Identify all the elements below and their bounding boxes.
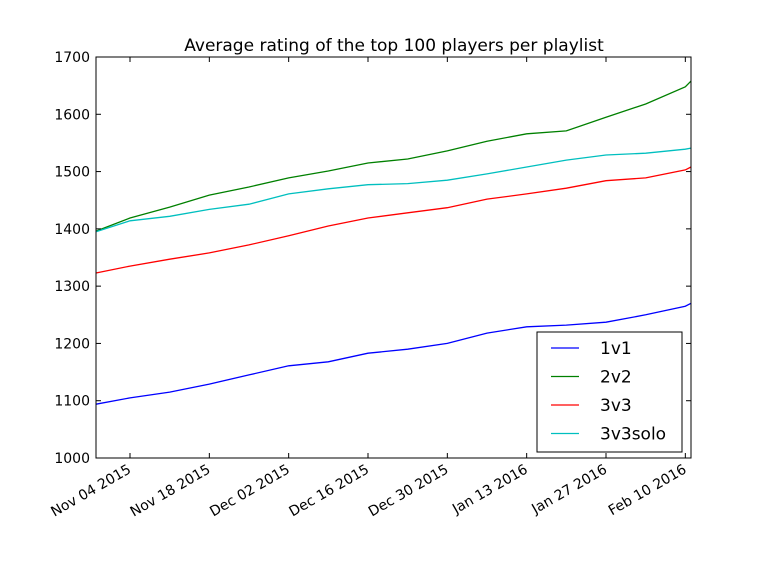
legend-label-3v3: 3v3 bbox=[600, 396, 632, 416]
x-tick-label: Dec 30 2015 bbox=[366, 462, 451, 521]
x-tick-label: Feb 10 2016 bbox=[606, 462, 690, 519]
y-tick-label: 1700 bbox=[54, 50, 90, 66]
series-line-3v3 bbox=[95, 166, 692, 274]
y-tick-label: 1000 bbox=[54, 451, 90, 467]
chart-title: Average rating of the top 100 players pe… bbox=[184, 36, 604, 56]
x-tick-label: Nov 18 2015 bbox=[128, 462, 214, 521]
series-line-2v2 bbox=[95, 80, 692, 232]
plot-frame bbox=[95, 56, 692, 459]
series-line-1v1 bbox=[95, 302, 692, 405]
legend-box bbox=[536, 331, 683, 453]
x-tick-label: Jan 13 2016 bbox=[449, 462, 531, 518]
legend-label-2v2: 2v2 bbox=[600, 368, 632, 388]
series-line-3v3solo bbox=[95, 147, 692, 233]
y-tick-label: 1200 bbox=[54, 336, 90, 352]
y-tick-label: 1600 bbox=[54, 107, 90, 123]
y-tick-label: 1300 bbox=[54, 279, 90, 295]
x-tick-label: Dec 16 2015 bbox=[287, 462, 372, 521]
y-tick-label: 1400 bbox=[54, 222, 90, 238]
y-tick-label: 1100 bbox=[54, 394, 90, 410]
legend: 1v1 2v2 3v3 3v3solo bbox=[536, 331, 683, 453]
x-tick-label: Jan 27 2016 bbox=[528, 462, 610, 518]
y-tick-label: 1500 bbox=[54, 165, 90, 181]
x-tick-label: Dec 02 2015 bbox=[207, 462, 292, 521]
legend-label-3v3solo: 3v3solo bbox=[600, 425, 666, 445]
x-tick-label: Nov 04 2015 bbox=[48, 462, 134, 521]
legend-label-1v1: 1v1 bbox=[600, 339, 632, 359]
